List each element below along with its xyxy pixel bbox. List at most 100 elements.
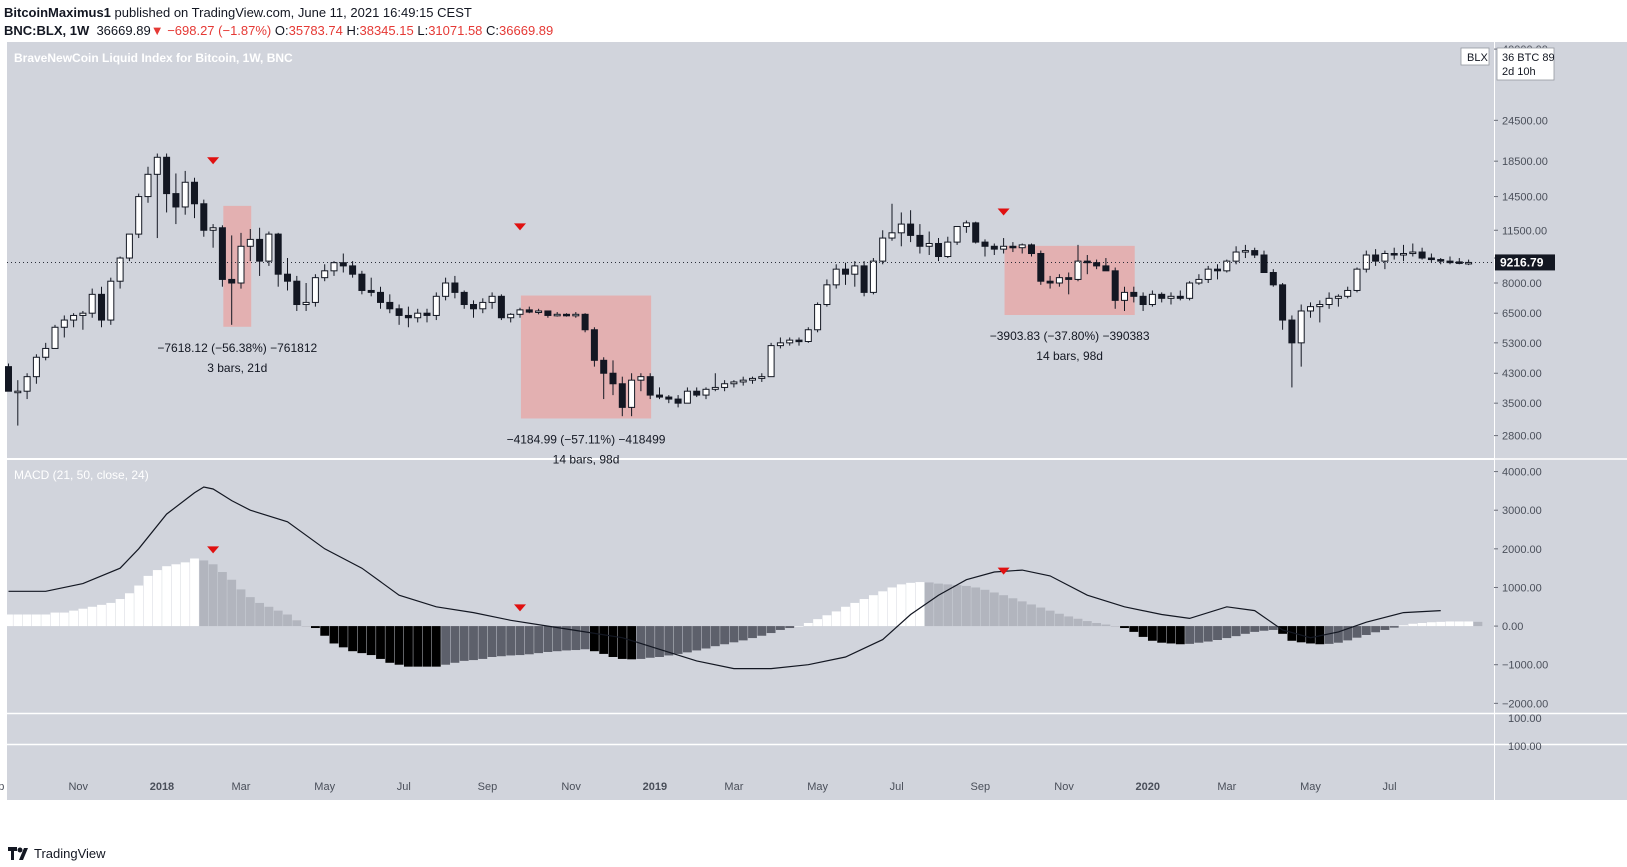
candle [1028,243,1035,257]
macd-histogram-bar [431,626,441,667]
candle-body-down [5,366,12,392]
macd-histogram-bar [534,626,544,654]
macd-histogram-bar [385,626,395,663]
price-tick-label: 18500.00 [1502,156,1548,168]
candle-body-up [767,345,775,378]
candle [823,279,831,307]
macd-histogram-bar [1399,625,1408,627]
macd-histogram-bar [1045,610,1055,627]
low-value: 31071.58 [428,23,483,38]
candle-body-down [218,227,226,280]
candle [1093,259,1101,270]
macd-histogram-bar [915,582,925,627]
macd-histogram-bar [1306,626,1315,644]
candle-body-down [1260,254,1268,274]
macd-histogram-bar [366,626,376,656]
candle-body-down [581,313,589,331]
candle-body-down [1214,268,1221,272]
macd-histogram-bar [1268,626,1278,630]
macd-histogram-bar [413,626,423,667]
symbol-label: BNC:BLX, 1W [4,23,90,38]
candle [683,387,691,404]
price-tick-label: 11500.00 [1502,225,1547,237]
candle [879,230,887,265]
candle-body-up [479,301,487,310]
candle-body-down [1269,272,1277,286]
candle [581,313,589,333]
candle-body-down [497,295,505,319]
candle [814,302,822,333]
candle-body-down [907,223,915,236]
macd-histogram-bar [208,564,218,627]
candle [367,277,375,297]
candle [14,380,22,426]
macd-histogram-bar [329,626,339,644]
candle [256,227,264,276]
candle-body-up [944,241,952,258]
candle [404,306,412,328]
candle-body-up [14,390,22,394]
candle [516,307,524,318]
candle-body-up [414,312,422,319]
candle [497,294,505,321]
candle-body-down [1009,245,1017,249]
macd-histogram-bar [143,575,153,627]
candle [311,274,319,307]
sell-signal-marker-icon [207,157,220,165]
candle [209,224,217,248]
candle [488,292,496,309]
candle-body-down [842,268,849,275]
candle [1121,286,1128,311]
drawdown-label-3: −3903.83 (−37.80%) −390383 [990,329,1150,343]
macd-tick-label: 1000.00 [1502,582,1542,594]
candle-body-up [1232,251,1240,262]
candle [842,262,849,285]
macd-histogram-bar [841,606,850,627]
macd-histogram-bar [4,614,13,627]
candle [646,373,654,400]
price-pane [7,42,1494,458]
tradingview-brand[interactable]: TradingView [34,846,106,861]
candle [1260,250,1268,274]
candle [1204,265,1212,284]
candle [1176,290,1184,301]
candle-body-down [163,156,171,195]
candle-body-down [916,234,924,247]
candle-body-down [1288,319,1296,344]
time-tick-label: 2020 [1136,781,1160,793]
candle [832,264,840,289]
candle [637,373,645,392]
macd-histogram-bar [1054,613,1064,627]
candle-body-down [1446,260,1454,264]
candle [386,294,394,314]
macd-histogram-bar [1017,601,1027,627]
macd-histogram-bar [1073,618,1083,627]
candle [1427,253,1435,263]
open-value: 35783.74 [288,23,343,38]
candle [51,324,59,349]
candle-body-up [311,277,319,303]
candle-body-up [1121,291,1128,301]
candle-body-down [423,312,431,316]
time-tick-label: Mar [232,781,251,793]
macd-histogram-bar [1389,626,1399,628]
candle-body-up [711,386,719,390]
macd-histogram-bar [338,626,348,648]
macd-histogram-bar [1138,626,1148,637]
candle-body-down [544,310,552,316]
macd-histogram-bar [115,599,125,627]
macd-histogram-bar [720,626,730,645]
macd-histogram-bar [1092,623,1102,627]
macd-histogram-bar [1408,623,1418,627]
candle-body-down [191,181,198,205]
candle-body-up [116,257,124,282]
candle-body-up [1074,260,1082,280]
candle-body-down [525,309,533,313]
drawdown-duration-1: 3 bars, 21d [207,361,267,375]
published-text: published on TradingView.com, June 11, 2… [114,5,472,20]
candle-body-down [1390,253,1398,256]
macd-histogram-bar [1464,621,1474,627]
candle-body-up [572,313,580,317]
publisher-name[interactable]: BitcoinMaximus1 [4,5,111,20]
